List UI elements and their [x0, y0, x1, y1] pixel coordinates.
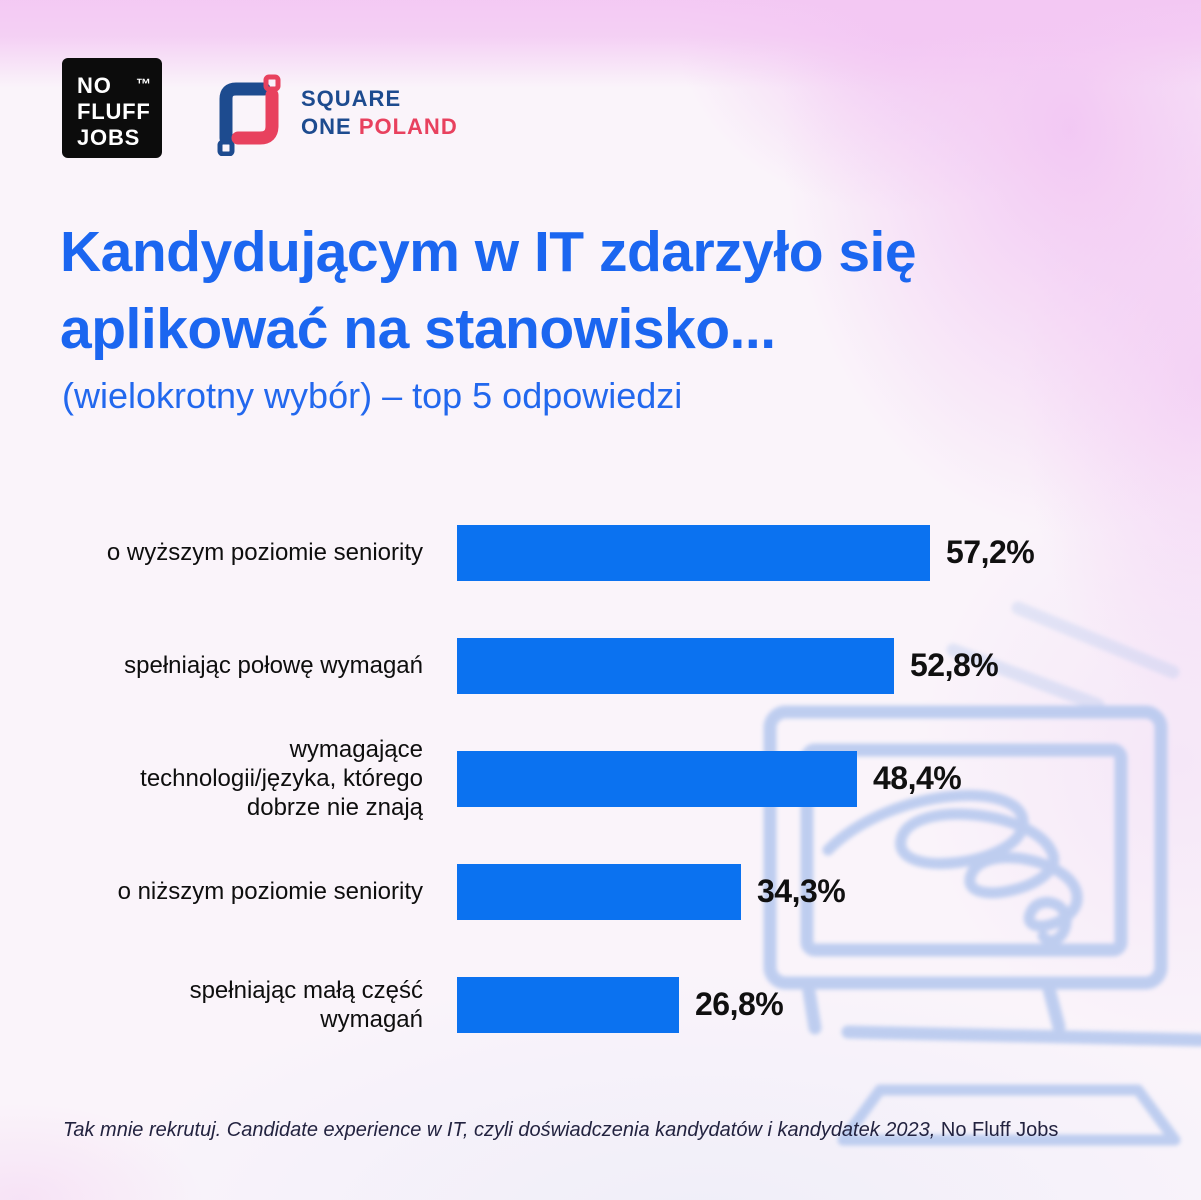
nfj-logo-line: JOBS	[77, 125, 141, 150]
bar-wrap: 52,8%	[457, 637, 999, 694]
light-ray-doodle	[1011, 601, 1180, 679]
square-one-wordmark-line2: ONE POLAND	[301, 114, 458, 139]
chart-row: spełniając małą część wymagań 26,8%	[62, 948, 1152, 1061]
bar-wrap: 48,4%	[457, 750, 962, 807]
monitor-base-platform	[837, 1084, 1181, 1146]
nfj-logo-line: NO ™	[77, 73, 151, 98]
category-label: spełniając połowę wymagań	[124, 652, 423, 679]
category-label: o wyższym poziomie seniority	[106, 539, 423, 566]
chart-row: o wyższym poziomie seniority 57,2%	[62, 496, 1152, 609]
category-label: spełniając małą część wymagań	[189, 976, 423, 1033]
nfj-logo-line: FLUFF	[77, 99, 151, 124]
chart-row: o niższym poziomie seniority 34,3%	[62, 835, 1152, 948]
chart-row: wymagające technologii/języka, którego d…	[62, 722, 1152, 835]
bar	[457, 863, 741, 920]
bar	[457, 637, 894, 694]
square-one-wordmark-line1: SQUARE	[301, 86, 402, 111]
value-label: 26,8%	[695, 986, 784, 1022]
square-one-icon	[217, 74, 281, 156]
source-note-italic: Tak mnie rekrutuj. Candidate experience …	[63, 1119, 936, 1141]
monitor-bezel	[763, 705, 1168, 990]
source-note: Tak mnie rekrutuj. Candidate experience …	[63, 1119, 1058, 1142]
bar-wrap: 26,8%	[457, 976, 784, 1033]
monitor-doodle-illustration	[763, 601, 1201, 1146]
page-subtitle: (wielokrotny wybór) – top 5 odpowiedzi	[62, 375, 683, 416]
monitor-base-bar	[841, 1025, 1201, 1047]
bar	[457, 524, 930, 581]
bar-wrap: 57,2%	[457, 524, 1035, 581]
source-note-regular: No Fluff Jobs	[935, 1119, 1059, 1141]
category-label: wymagające technologii/języka, którego d…	[140, 736, 423, 821]
bar-chart: o wyższym poziomie seniority 57,2% spełn…	[62, 496, 1152, 1061]
no-fluff-jobs-logo: NO ™ FLUFF JOBS	[62, 58, 162, 158]
trademark-symbol: ™	[136, 76, 151, 93]
category-label: o niższym poziomie seniority	[117, 878, 423, 905]
light-ray-doodle	[946, 643, 1105, 712]
monitor-leg	[801, 978, 822, 1035]
value-label: 48,4%	[873, 760, 962, 796]
bar	[457, 750, 857, 807]
square-one-wordmark: SQUARE ONE POLAND	[301, 74, 458, 141]
page-title: Kandydującym w IT zdarzyło się aplikować …	[60, 220, 917, 361]
monitor-screen	[800, 743, 1128, 957]
chart-row: spełniając połowę wymagań 52,8%	[62, 609, 1152, 722]
value-label: 57,2%	[946, 534, 1035, 570]
bar	[457, 976, 679, 1033]
bar-wrap: 34,3%	[457, 863, 846, 920]
coil-scribble	[822, 790, 1083, 947]
value-label: 52,8%	[910, 647, 999, 683]
value-label: 34,3%	[757, 873, 846, 909]
monitor-leg	[1041, 978, 1066, 1034]
square-one-poland-logo: SQUARE ONE POLAND	[211, 74, 458, 156]
